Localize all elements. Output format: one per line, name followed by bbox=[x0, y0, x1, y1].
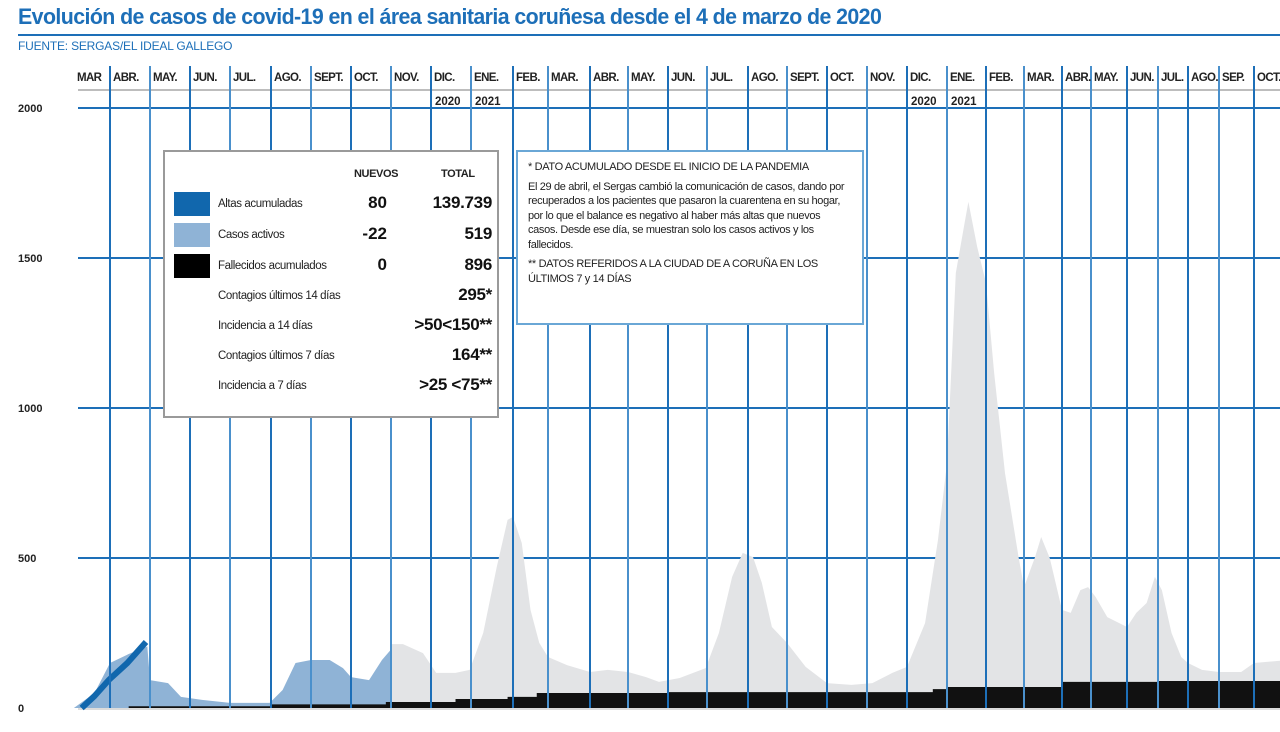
legend-label: Fallecidos acumulados bbox=[218, 260, 327, 272]
month-label: FEB. bbox=[516, 72, 540, 84]
legend-swatch-altas bbox=[174, 192, 210, 216]
legend-total-value: 896 bbox=[464, 255, 493, 274]
legend-swatch-activos bbox=[174, 223, 210, 247]
month-label: MAY. bbox=[631, 72, 655, 84]
series-line-altas-acumuladas bbox=[79, 640, 149, 711]
month-label: JUL. bbox=[233, 72, 256, 84]
note-city-data: ** DATOS REFERIDOS A LA CIUDAD DE A CORU… bbox=[528, 258, 818, 285]
year-label: 2021 bbox=[475, 96, 501, 108]
month-label: JUN. bbox=[671, 72, 695, 84]
month-label: AGO. bbox=[1191, 72, 1218, 84]
month-label: DIC. bbox=[910, 72, 931, 84]
month-label: OCT. bbox=[830, 72, 854, 84]
source-credit: FUENTE: SERGAS/EL IDEAL GALLEGO bbox=[18, 39, 233, 53]
legend-label: Incidencia a 7 días bbox=[218, 380, 307, 392]
y-tick-label: 2000 bbox=[18, 103, 42, 115]
legend-header-total: TOTAL bbox=[441, 168, 475, 180]
month-label: NOV. bbox=[870, 72, 895, 84]
month-label: FEB. bbox=[989, 72, 1013, 84]
y-tick-label: 0 bbox=[18, 703, 24, 715]
month-label: SEPT. bbox=[314, 72, 343, 84]
month-label: AGO. bbox=[274, 72, 301, 84]
legend-total-value: >25 <75** bbox=[419, 375, 492, 394]
year-label: 2020 bbox=[911, 96, 937, 108]
month-label: MAY. bbox=[1094, 72, 1118, 84]
month-label: NOV. bbox=[394, 72, 419, 84]
title-divider bbox=[18, 34, 1280, 36]
month-label: MAR bbox=[77, 72, 103, 84]
note-sergas-change: El 29 de abril, el Sergas cambió la comu… bbox=[528, 180, 845, 251]
month-label: OCT. bbox=[354, 72, 378, 84]
notes-box: * DATO ACUMULADO DESDE EL INICIO DE LA P… bbox=[516, 150, 864, 325]
legend-label: Altas acumuladas bbox=[218, 198, 303, 210]
month-label: JUN. bbox=[193, 72, 217, 84]
month-label: JUL. bbox=[710, 72, 733, 84]
legend-total-value: 519 bbox=[464, 224, 493, 243]
legend-label: Incidencia a 14 días bbox=[218, 320, 313, 332]
legend-total-value: 139.739 bbox=[432, 193, 493, 212]
chart-title: Evolución de casos de covid-19 en el áre… bbox=[18, 4, 882, 29]
legend-total-value: 164** bbox=[451, 345, 492, 364]
series-area-fallecidos-acumulados bbox=[128, 681, 1280, 708]
note-accumulated: * DATO ACUMULADO DESDE EL INICIO DE LA P… bbox=[528, 161, 809, 173]
month-label: OCT. bbox=[1257, 72, 1280, 84]
y-tick-label: 500 bbox=[18, 553, 36, 565]
legend-nuevos-value: 0 bbox=[377, 255, 387, 274]
legend-row-contagios-14: Contagios últimos 14 días 295* bbox=[165, 284, 497, 312]
year-label: 2021 bbox=[951, 96, 977, 108]
month-label: SEP. bbox=[1222, 72, 1245, 84]
legend-label: Contagios últimos 14 días bbox=[218, 290, 341, 302]
legend-box: NUEVOS TOTAL Altas acumuladas 80 139.739… bbox=[163, 150, 499, 418]
legend-nuevos-value: -22 bbox=[362, 224, 387, 243]
month-label: ABR. bbox=[1065, 72, 1091, 84]
legend-total-value: >50<150** bbox=[414, 315, 492, 334]
month-label: MAR. bbox=[1027, 72, 1054, 84]
month-label: ABR. bbox=[593, 72, 619, 84]
legend-row-altas: Altas acumuladas 80 139.739 bbox=[165, 192, 497, 220]
series-area-series-1 bbox=[391, 201, 1280, 708]
month-label: ABR. bbox=[113, 72, 139, 84]
month-label: AGO. bbox=[751, 72, 778, 84]
month-label: JUL. bbox=[1161, 72, 1184, 84]
month-label: SEPT. bbox=[790, 72, 819, 84]
year-label: 2020 bbox=[435, 96, 461, 108]
month-label: MAR. bbox=[551, 72, 578, 84]
legend-nuevos-value: 80 bbox=[368, 193, 387, 212]
month-label: MAY. bbox=[153, 72, 177, 84]
month-label: JUN. bbox=[1130, 72, 1154, 84]
y-tick-label: 1000 bbox=[18, 403, 42, 415]
legend-total-value: 295* bbox=[458, 285, 492, 304]
legend-label: Casos activos bbox=[218, 229, 285, 241]
legend-row-incidencia-7: Incidencia a 7 días >25 <75** bbox=[165, 374, 497, 402]
legend-swatch-fallecidos bbox=[174, 254, 210, 278]
legend-row-fallecidos: Fallecidos acumulados 0 896 bbox=[165, 254, 497, 282]
legend-row-activos: Casos activos -22 519 bbox=[165, 223, 497, 251]
y-tick-label: 1500 bbox=[18, 253, 42, 265]
legend-label: Contagios últimos 7 días bbox=[218, 350, 335, 362]
legend-header-nuevos: NUEVOS bbox=[354, 168, 399, 180]
month-label: ENE. bbox=[474, 72, 499, 84]
month-label: ENE. bbox=[950, 72, 975, 84]
legend-row-contagios-7: Contagios últimos 7 días 164** bbox=[165, 344, 497, 372]
month-label: DIC. bbox=[434, 72, 455, 84]
series-area-casos-activos bbox=[73, 646, 391, 708]
legend-row-incidencia-14: Incidencia a 14 días >50<150** bbox=[165, 314, 497, 342]
